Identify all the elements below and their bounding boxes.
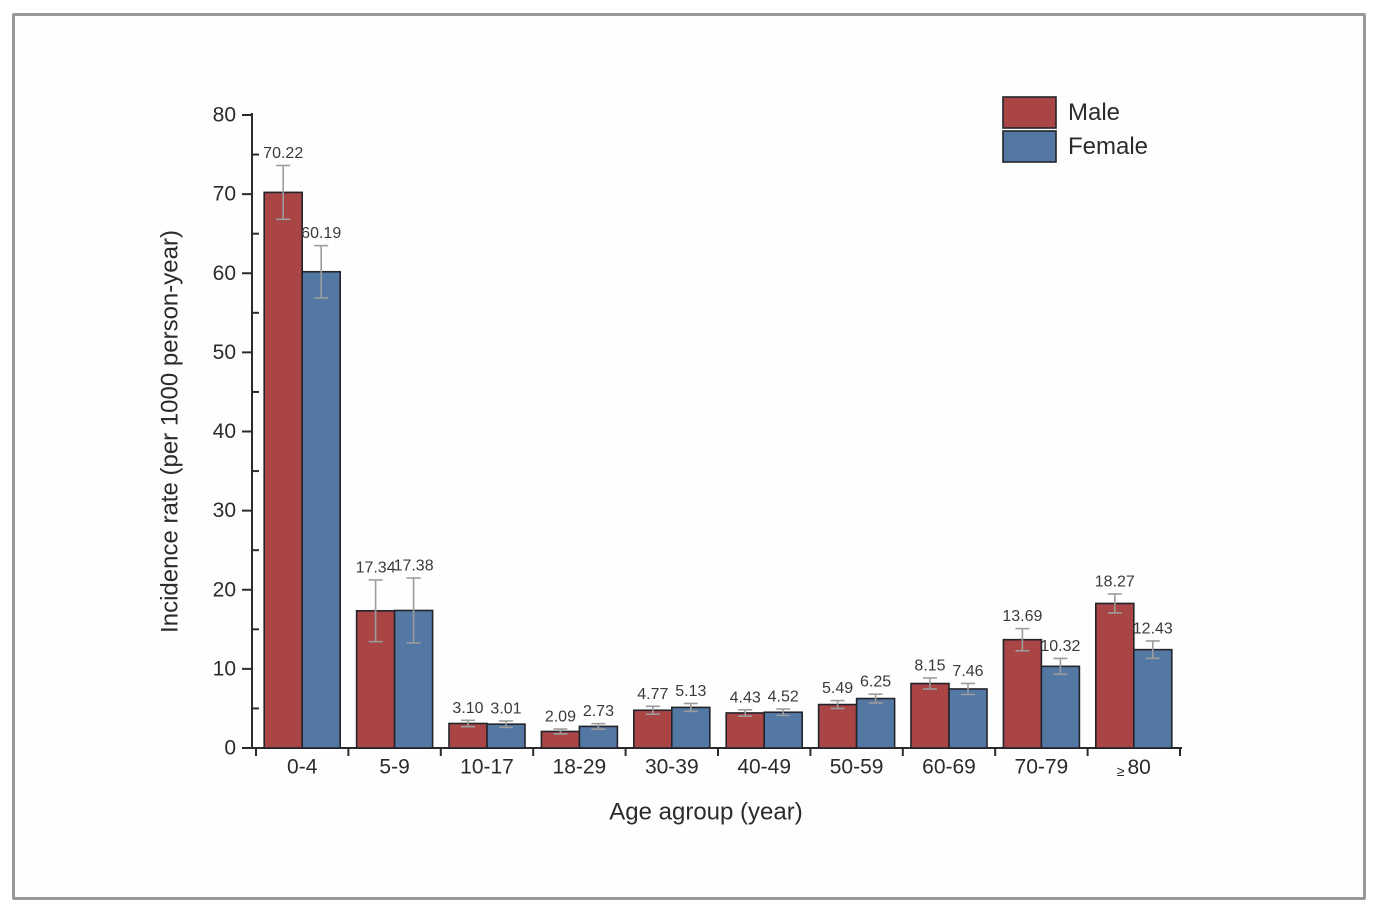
y-tick-label: 50 [213, 341, 236, 364]
value-label: 17.34 [356, 559, 396, 576]
bar-male-70-79 [1002, 638, 1043, 749]
value-label: 4.43 [730, 689, 761, 706]
bar-male-60-69 [910, 682, 950, 749]
bar-female-40-49 [763, 711, 804, 749]
value-label: 17.38 [394, 558, 434, 575]
legend-swatch-male [1002, 96, 1057, 129]
x-category-label: 10-17 [460, 756, 514, 779]
value-label: 2.73 [583, 703, 614, 720]
y-tick-label: 80 [213, 104, 236, 127]
y-tick-label: 60 [213, 262, 236, 285]
bar-female-70-79 [1040, 665, 1081, 749]
x-category-label: 18-29 [553, 756, 607, 779]
y-tick-label: 70 [213, 183, 236, 206]
y-tick-label: 30 [213, 499, 236, 522]
value-label: 13.69 [1002, 608, 1042, 625]
value-label: 8.15 [914, 657, 945, 674]
value-label: 5.13 [675, 683, 706, 700]
bar-male-10-17 [448, 722, 488, 749]
bar-male-0-4 [263, 191, 304, 749]
y-axis-title: Incidence rate (per 1000 person-year) [157, 230, 184, 633]
value-label: 12.43 [1133, 620, 1173, 637]
x-category-label: 60-69 [922, 756, 976, 779]
value-label: 60.19 [301, 225, 341, 242]
y-tick-label: 0 [224, 737, 236, 760]
value-label: 4.52 [768, 689, 799, 706]
y-tick-label: 20 [213, 578, 236, 601]
value-label: 2.09 [545, 709, 576, 726]
x-category-label: 5-9 [379, 756, 409, 779]
value-label: 7.46 [952, 663, 983, 680]
bar-female-60-69 [948, 688, 988, 749]
x-category-label: 0-4 [287, 756, 318, 779]
value-label: 5.49 [822, 680, 853, 697]
bar-male-≥ 80 [1095, 602, 1135, 749]
bar-female-≥ 80 [1133, 648, 1173, 749]
bar-female-0-4 [301, 270, 342, 749]
value-label: 6.25 [860, 674, 891, 691]
y-tick-label: 40 [213, 420, 236, 443]
bar-male-30-39 [632, 709, 673, 749]
x-category-label: 70-79 [1015, 756, 1069, 779]
x-axis-title: Age agroup (year) [609, 799, 802, 826]
bar-male-50-59 [817, 703, 858, 749]
bar-female-50-59 [855, 697, 896, 749]
x-category-label: 40-49 [737, 756, 791, 779]
bar-female-30-39 [670, 706, 711, 749]
value-label: 3.01 [490, 701, 521, 718]
x-category-label: 50-59 [830, 756, 884, 779]
value-label: 70.22 [263, 145, 303, 162]
bar-male-40-49 [725, 712, 766, 749]
figure-frame [12, 13, 1366, 900]
value-label: 4.77 [637, 686, 668, 703]
x-category-label: ≥80 [1117, 756, 1151, 780]
legend-label-female: Female [1068, 133, 1148, 160]
x-category-label: 30-39 [645, 756, 699, 779]
value-label: 3.10 [452, 700, 483, 717]
value-label: 18.27 [1095, 573, 1135, 590]
legend-label-male: Male [1068, 99, 1120, 126]
legend-swatch-female [1002, 130, 1057, 163]
value-label: 10.32 [1040, 638, 1080, 655]
y-tick-label: 10 [213, 657, 236, 680]
